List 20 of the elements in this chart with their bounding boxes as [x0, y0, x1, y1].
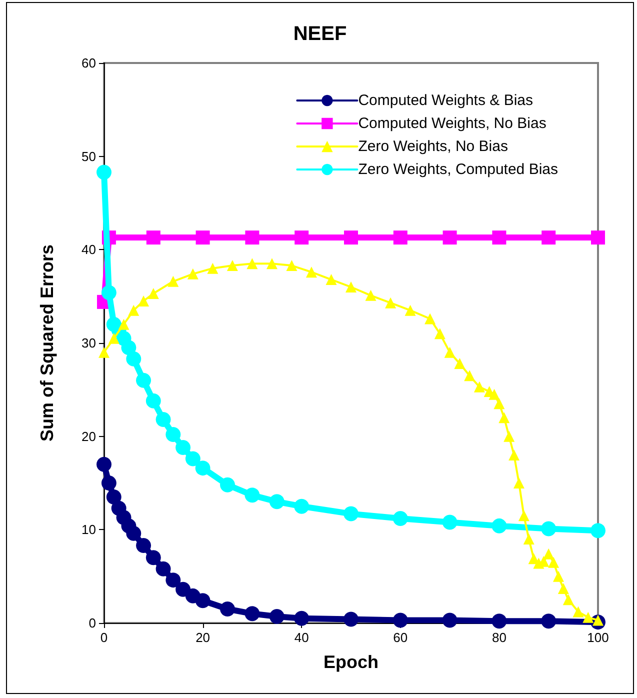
- x-tick-label: 20: [196, 630, 210, 645]
- y-tick-label: 30: [82, 336, 96, 350]
- legend-label: Zero Weights, No Bias: [358, 138, 508, 155]
- x-tick-label: 0: [100, 630, 108, 645]
- x-tick-label: 80: [492, 630, 506, 645]
- x-tick-label: 40: [294, 630, 309, 645]
- y-tick-label: 50: [82, 148, 96, 164]
- legend-label: Computed Weights & Bias: [358, 92, 533, 109]
- chart-title: NEEF: [293, 23, 347, 45]
- legend-label: Computed Weights, No Bias: [358, 115, 546, 132]
- y-tick-label: 40: [82, 242, 96, 258]
- y-tick-label: 10: [82, 522, 96, 538]
- y-tick-label: 60: [82, 56, 96, 70]
- x-tick-label: 100: [587, 630, 609, 645]
- x-tick-label: 60: [393, 630, 408, 645]
- y-axis-title: Sum of Squared Errors: [37, 244, 57, 442]
- legend-label: Zero Weights, Computed Bias: [358, 161, 558, 178]
- x-axis-title: Epoch: [323, 652, 379, 672]
- y-tick-label: 0: [88, 616, 96, 630]
- y-tick-label: 20: [82, 428, 96, 444]
